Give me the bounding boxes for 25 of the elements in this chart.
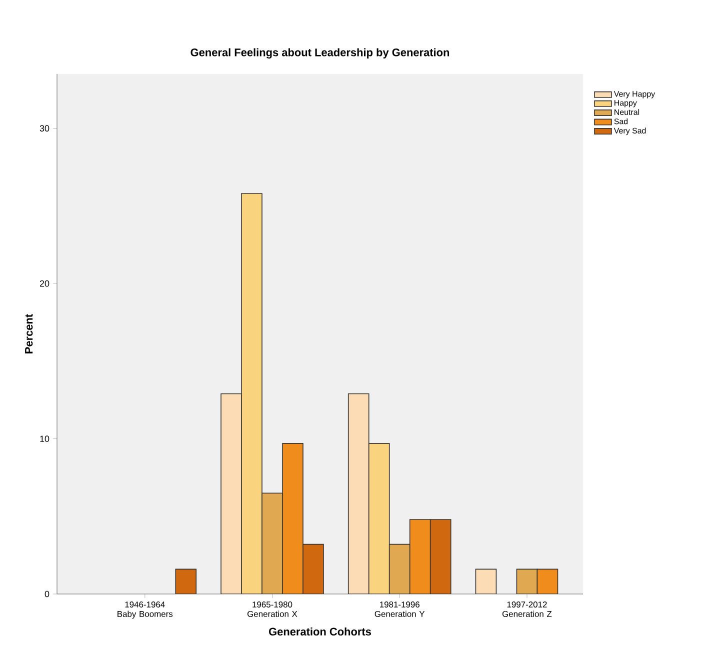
y-tick-label: 10 (40, 436, 50, 442)
bar (368, 443, 390, 594)
bar (536, 568, 558, 594)
bar (409, 519, 431, 594)
bar (516, 568, 538, 594)
x-tick-label: 1997-2012 Generation Z (502, 602, 552, 617)
bar (348, 393, 370, 594)
bar (262, 492, 283, 594)
bar (302, 544, 324, 594)
x-tick-label: 1981-1996 Generation Y (374, 602, 425, 617)
chart-title: General Feelings about Leadership by Generation (190, 48, 450, 59)
bar (241, 193, 262, 594)
bar (430, 519, 452, 594)
y-axis-title: Percent (25, 314, 33, 354)
bar (282, 443, 304, 594)
y-tick-label: 30 (40, 125, 50, 132)
y-tick-label: 20 (40, 280, 50, 287)
x-tick-label: 1965-1980 Generation X (247, 602, 298, 617)
x-axis-title: Generation Cohorts (269, 627, 371, 636)
x-tick-label: 1946-1964 Baby Boomers (118, 602, 173, 619)
bar (220, 393, 242, 594)
bar (388, 544, 410, 594)
bar (175, 568, 197, 594)
y-tick-label: 0 (44, 590, 50, 598)
bar (475, 568, 497, 594)
